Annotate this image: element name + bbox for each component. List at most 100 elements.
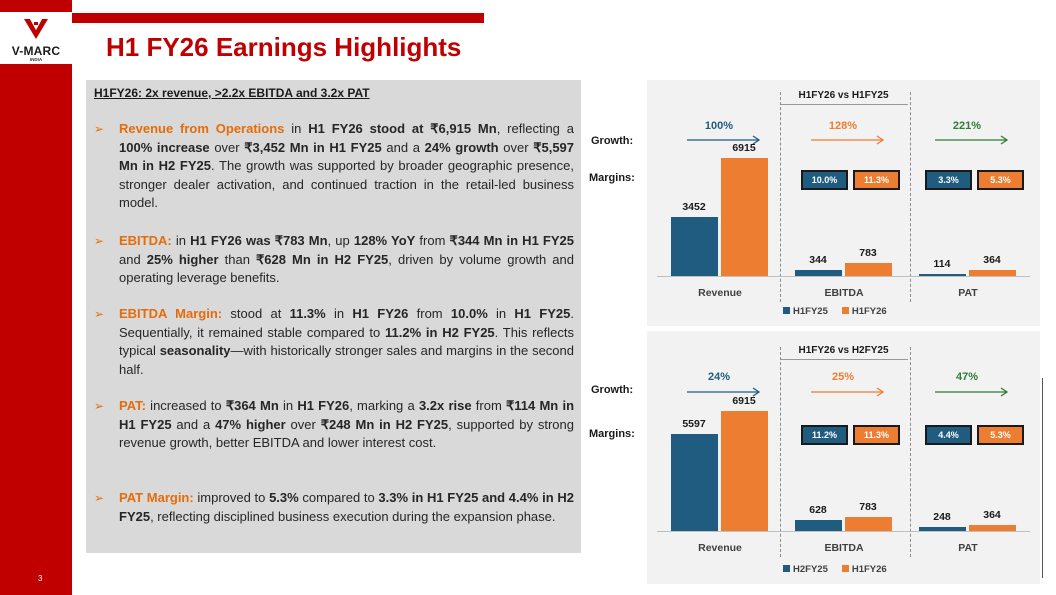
bullet-segment: increased to [145,398,226,413]
legend-item: H1FY26 [841,564,887,575]
legend-swatch [783,565,790,572]
category-label: Revenue [698,287,742,299]
bullet-segment: from [408,306,451,321]
margins-label-1: Margins: [589,172,635,184]
logo: V-MARC INDIA [0,12,72,64]
bullet-segment: over [285,416,321,432]
bullet-arrow-icon: ➢ [94,307,105,321]
chart-legend: H1FY25 H1FY26 [783,306,901,317]
v-marc-logo-icon [24,19,48,39]
bullet-segment: and a [381,139,425,155]
bar-revenue-h1fy26 [721,411,768,531]
bullet-text: Revenue from Operations in H1 FY26 stood… [119,120,574,213]
growth-value: 128% [828,120,858,132]
bar-ebitda-h2fy25 [795,520,842,531]
bullet-ebitda-margin: ➢ EBITDA Margin: stood at 11.3% in H1 FY… [94,305,574,379]
bullet-segment: compared to [298,490,379,505]
bullet-emphasis: H1 FY26 [297,398,350,413]
margin-box-prev: 11.2% [801,425,848,445]
bar-ebitda-h1fy26 [845,262,892,276]
bullet-emphasis: 47% higher [215,416,286,432]
margins-label-2: Margins: [589,428,635,440]
bullet-segment: in [278,398,298,413]
bullet-pat-margin: ➢ PAT Margin: improved to 5.3% compared … [94,489,574,526]
group-separator [910,92,911,302]
page-number: 3 [38,574,43,583]
bullet-emphasis: 11.2% in H2 FY25 [385,324,495,340]
bullet-emphasis: ₹5,597 Mn in H2 FY25 [119,139,575,174]
growth-arrow-icon [687,387,761,397]
bullet-emphasis: ₹628 Mn in H2 FY25 [256,251,389,267]
bullet-emphasis: 24% growth [424,139,499,155]
bar-value-label: 114 [933,258,951,270]
bullet-emphasis: ₹114 Mn in H1 FY25 [119,398,575,432]
chart-title: H1FY26 vs H1FY25 [798,90,889,101]
category-label: EBITDA [824,542,864,554]
bullet-emphasis: ₹3,452 Mn in H1 FY25 [244,139,382,155]
margin-box-curr: 11.3% [853,425,900,445]
bar-revenue-h1fy26 [721,158,768,276]
growth-arrow-icon [811,135,885,145]
bullet-segment: —with historically stronger sales and ma… [119,343,574,377]
bullet-emphasis: 3.2x rise [418,398,472,413]
bar-value-label: 783 [859,246,877,259]
bullet-lead: Revenue from Operations [119,121,285,136]
page-title: H1 FY26 Earnings Highlights [106,32,462,62]
growth-value: 47% [955,371,979,383]
bar-pat-h1fy26 [969,269,1016,276]
legend-swatch [841,565,849,572]
bar-value-label: 783 [859,501,877,514]
side-bar: V-MARC INDIA 3 [0,0,72,595]
bullet-emphasis: H1 FY26 was ₹783 Mn [190,233,328,248]
bullet-segment: and [119,251,147,267]
bullet-revenue: ➢ Revenue from Operations in H1 FY26 sto… [94,120,574,213]
chart-title-underline [780,104,908,105]
bullet-segment: , reflecting a [496,121,574,136]
bullet-emphasis: 11.3% [289,306,326,321]
bullet-segment: in [487,306,515,321]
bullet-text: EBITDA Margin: stood at 11.3% in H1 FY26… [119,305,574,379]
bullet-text: PAT Margin: improved to 5.3% compared to… [119,489,574,526]
growth-label-2: Growth: [591,384,634,396]
chart-legend: H2FY25 H1FY26 [783,564,901,575]
bullet-emphasis: seasonality [159,343,231,358]
title-accent-strip [72,13,484,23]
growth-arrow-icon [687,135,761,145]
growth-arrow-icon [811,387,885,397]
chart-title: H1FY26 vs H2FY25 [798,345,889,356]
bullet-lead: PAT Margin: [119,490,194,505]
bar-revenue-h2fy25 [671,433,718,531]
bullet-arrow-icon: ➢ [94,399,105,413]
bullet-segment: stood at [222,306,290,321]
bar-pat-h1fy25 [919,274,966,276]
chart-baseline [657,531,1030,532]
chart-h1fy26-vs-h2fy25: H1FY26 vs H2FY25 24% 5597 6915 Revenue 25% 11.… [647,331,1040,584]
bullet-segment: , reflecting disciplined business execut… [150,508,556,524]
bar-value-label: 6915 [732,395,756,407]
legend-item: H1FY25 [783,306,828,317]
bullet-lead: EBITDA Margin: [119,306,223,321]
group-separator [780,347,781,557]
bar-revenue-h1fy25 [671,217,718,276]
bullet-segment: over [209,139,245,155]
bullet-segment: over [498,139,534,155]
bullet-segment: , marking a [349,398,419,413]
highlights-panel: H1FY26: 2x revenue, >2.2x EBITDA and 3.2… [86,80,581,553]
chart-h1fy26-vs-h1fy25: H1FY26 vs H1FY25 100% 3452 6915 Revenue 128% 1… [647,80,1040,326]
bullet-lead: PAT: [119,398,146,413]
margin-box-curr: 11.3% [853,170,900,190]
bullet-emphasis: 5.3% [269,490,299,505]
bullet-segment: from [415,233,450,248]
bullet-text: EBITDA: in H1 FY26 was ₹783 Mn, up 128% … [119,232,574,288]
legend-label: H2FY25 [793,564,828,575]
bullet-segment: . Sequentially, it remained stable compa… [119,306,575,340]
growth-label-1: Growth: [591,135,634,147]
divider-line [1042,378,1043,578]
bar-value-label: 6915 [732,142,756,154]
bar-value-label: 364 [983,253,1001,266]
bullet-segment: , driven by volume growth and operating … [119,251,574,286]
bullet-arrow-icon: ➢ [94,491,105,505]
bullet-segment: , supported by strong revenue growth, be… [119,416,575,451]
growth-value: 24% [707,371,731,383]
bullet-emphasis: ₹248 Mn in H2 FY25 [320,416,449,432]
